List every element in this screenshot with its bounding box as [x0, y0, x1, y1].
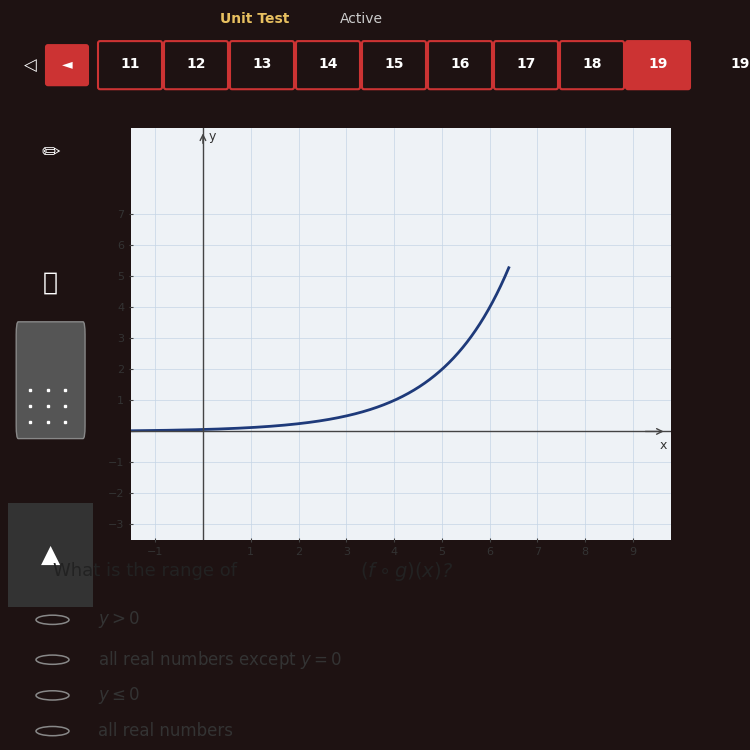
FancyBboxPatch shape [428, 41, 492, 89]
Text: 15: 15 [384, 57, 404, 71]
Text: Active: Active [340, 12, 383, 26]
Text: ◁: ◁ [24, 57, 36, 75]
Text: $(f \circ g)(x)$?: $(f \circ g)(x)$? [360, 560, 453, 583]
FancyBboxPatch shape [230, 41, 294, 89]
Text: ▲: ▲ [41, 543, 60, 567]
FancyBboxPatch shape [164, 41, 228, 89]
Text: Unit Test: Unit Test [220, 12, 290, 26]
Text: x: x [659, 439, 667, 452]
Text: ✏: ✏ [41, 143, 60, 164]
FancyBboxPatch shape [16, 322, 85, 439]
Text: all real numbers except $y=0$: all real numbers except $y=0$ [98, 649, 342, 670]
FancyBboxPatch shape [46, 45, 88, 86]
FancyBboxPatch shape [98, 41, 162, 89]
FancyBboxPatch shape [494, 41, 558, 89]
FancyBboxPatch shape [296, 41, 360, 89]
Text: What is the range of: What is the range of [53, 562, 242, 580]
Text: 18: 18 [582, 57, 602, 71]
Text: y: y [209, 130, 216, 143]
Text: all real numbers: all real numbers [98, 722, 232, 740]
Text: 🎧: 🎧 [43, 271, 58, 295]
Text: 19: 19 [730, 57, 750, 71]
Text: 17: 17 [516, 57, 536, 71]
FancyBboxPatch shape [362, 41, 426, 89]
Text: $y\leq0$: $y\leq0$ [98, 685, 140, 706]
Text: 14: 14 [318, 57, 338, 71]
Text: 13: 13 [252, 57, 272, 71]
Text: ▲: ▲ [42, 545, 59, 566]
FancyBboxPatch shape [560, 41, 624, 89]
Text: 12: 12 [186, 57, 206, 71]
Bar [8, 503, 93, 608]
Text: $y>0$: $y>0$ [98, 609, 140, 630]
FancyBboxPatch shape [626, 41, 690, 89]
Text: 16: 16 [450, 57, 470, 71]
Text: 19: 19 [648, 57, 668, 71]
Text: 11: 11 [120, 57, 140, 71]
Text: ◄: ◄ [62, 57, 72, 71]
